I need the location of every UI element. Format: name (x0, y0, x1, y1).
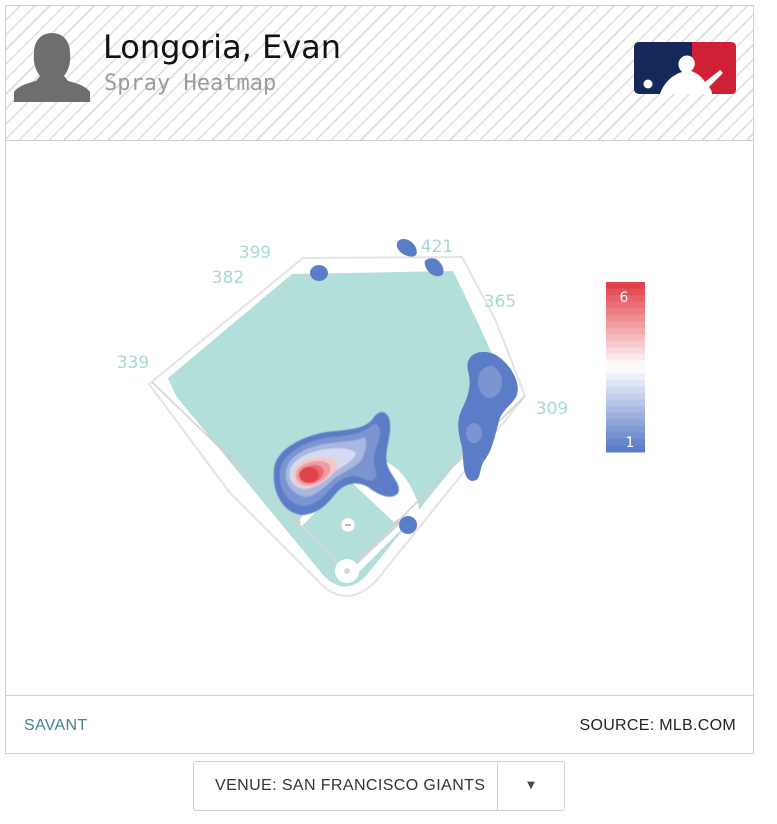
legend-band (606, 367, 645, 375)
third-base (293, 518, 302, 527)
legend-max-label: 6 (620, 290, 629, 306)
legend-band (606, 380, 645, 388)
legend-band (606, 406, 645, 414)
hotspot-deep-center-b (424, 258, 444, 277)
player-silhouette-icon (14, 33, 90, 102)
distance-label-309: 309 (536, 399, 568, 419)
legend-band (606, 425, 645, 433)
legend-band (606, 438, 645, 446)
chart-subtitle: Spray Heatmap (104, 71, 277, 96)
legend-band (606, 373, 645, 381)
distance-label-421: 421 (421, 237, 453, 257)
hotspot-left-center (310, 265, 328, 281)
legend-band (606, 282, 645, 290)
legend-band (606, 301, 645, 309)
distance-labels: 339 382 399 421 365 309 (117, 237, 568, 419)
legend-band (606, 321, 645, 329)
venue-selected-value: VENUE: SAN FRANCISCO GIANTS (215, 777, 486, 794)
legend-band (606, 295, 645, 303)
venue-select[interactable]: VENUE: SAN FRANCISCO GIANTS ▼ (193, 761, 565, 811)
source-label: SOURCE: MLB.COM (579, 717, 736, 734)
legend-band (606, 399, 645, 407)
legend-band (606, 340, 645, 348)
legend-band (606, 308, 645, 316)
player-name: Longoria, Evan (103, 28, 342, 66)
distance-label-365: 365 (484, 292, 516, 312)
footer: SAVANT SOURCE: MLB.COM (6, 695, 753, 753)
legend-band (606, 360, 645, 368)
legend-band (606, 353, 645, 361)
hotspot-right-field (458, 351, 518, 481)
ballpark-outline (147, 255, 527, 597)
playing-field (168, 271, 511, 587)
distance-label-382: 382 (212, 268, 244, 288)
legend-band (606, 419, 645, 427)
legend-band (606, 432, 645, 440)
legend-band (606, 445, 645, 453)
legend-min-label: 1 (626, 435, 635, 451)
legend-band (606, 327, 645, 335)
legend-band (606, 393, 645, 401)
legend-band (606, 386, 645, 394)
mlb-logo-icon (634, 42, 736, 94)
heatmap-legend: 61 (606, 282, 645, 453)
distance-label-399: 399 (239, 243, 271, 263)
venue-divider (497, 762, 498, 810)
pitchers-rubber (345, 524, 351, 526)
savant-link[interactable]: SAVANT (24, 717, 88, 734)
legend-band (606, 334, 645, 342)
spray-heatmap-card: Longoria, Evan Spray Heatmap (5, 5, 754, 754)
legend-band (606, 288, 645, 296)
hotspot-deep-center-a (396, 239, 417, 257)
home-plate (344, 568, 350, 574)
legend-band (606, 347, 645, 355)
legend-band (606, 314, 645, 322)
distance-label-339: 339 (117, 353, 149, 373)
hotspot-first-base (399, 516, 417, 534)
hotspot-shortstop (273, 412, 399, 515)
legend-band (606, 412, 645, 420)
caret-down-icon[interactable]: ▼ (527, 780, 535, 791)
header: Longoria, Evan Spray Heatmap (6, 6, 753, 141)
